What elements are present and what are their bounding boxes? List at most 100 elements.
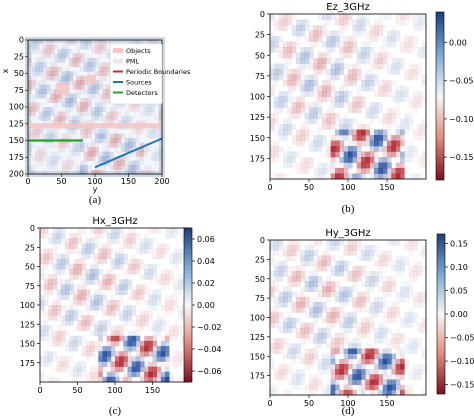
field-cell [417,96,422,103]
field-cell [356,364,362,370]
field-cell [404,255,409,261]
field-cell [139,111,144,117]
field-cell [382,291,388,298]
field-cell [135,138,140,144]
field-cell [28,75,33,81]
field-cell [365,245,370,251]
field-cell [339,389,344,396]
field-cell [374,168,379,174]
field-cell [135,102,140,108]
field-cell [102,48,107,54]
field-cell [42,156,47,161]
field-cell [147,129,152,135]
field-cell [387,276,392,282]
field-cell [160,279,166,285]
field-cell [77,269,82,275]
field-cell [169,258,174,265]
field-cell [135,160,140,166]
colorbar [183,227,193,383]
field-cell [177,258,182,265]
field-cell [80,89,85,94]
field-cell [152,253,157,260]
field-cell [400,168,405,174]
field-cell [283,302,288,308]
field-cell [304,107,310,114]
field-cell [408,322,414,329]
field-cell [352,302,357,308]
field-cell [391,389,396,396]
field-cell [382,146,388,152]
x-tick-label: 100 [340,183,355,192]
field-cell [304,286,310,292]
field-cell [56,366,62,373]
field-cell [72,120,77,126]
field-cell [287,250,292,256]
field-cell [148,228,153,234]
field-cell [365,353,370,360]
field-cell [382,379,388,385]
field-cell [127,366,132,373]
field-cell [365,129,370,136]
field-cell [317,162,323,169]
field-cell [343,74,349,81]
field-cell [106,356,112,362]
field-cell [115,228,120,234]
field-cell [173,263,178,270]
field-cell [42,107,47,112]
field-cell [352,379,357,385]
field-cell [365,384,370,391]
field-cell [278,41,284,48]
field-cell [56,315,62,321]
y-tick-label: 0 [260,10,265,19]
field-cell [60,294,66,301]
field-cell [150,102,155,108]
field-cell [335,369,340,375]
field-cell [313,135,318,141]
field-cell [98,93,103,99]
field-cell [296,74,301,81]
field-cell [309,338,314,344]
field-cell [369,63,375,70]
field-cell [356,379,362,385]
field-cell [421,47,427,53]
field-cell [300,260,305,267]
field-cell [48,351,53,357]
field-cell [140,258,145,265]
field-cell [274,140,279,147]
field-cell [395,333,401,339]
field-cell [50,107,55,112]
field-cell [35,80,40,85]
field-cell [278,312,284,318]
field-cell [160,325,166,331]
field-cell [369,255,375,261]
field-cell [148,269,153,275]
field-cell [369,271,375,277]
field-cell [300,291,305,298]
field-cell [356,168,362,174]
field-cell [322,63,327,70]
field-cell [44,228,49,234]
field-cell [304,260,310,267]
field-cell [378,157,383,163]
field-cell [119,228,124,234]
field-cell [278,19,284,26]
field-cell [158,111,163,117]
field-cell [387,348,392,354]
field-cell [39,53,44,59]
field-cell [400,151,405,158]
field-cell [283,41,288,48]
field-cell [352,36,357,42]
field-cell [421,364,427,370]
field-cell [278,260,284,267]
field-cell [317,333,323,339]
field-cell [317,374,323,380]
field-cell [309,245,314,251]
field-cell [165,284,170,290]
field-cell [413,102,418,108]
field-cell [73,299,78,306]
field-cell [387,107,392,114]
field-cell [42,53,47,59]
field-cell [42,120,47,126]
field-cell [131,258,137,265]
